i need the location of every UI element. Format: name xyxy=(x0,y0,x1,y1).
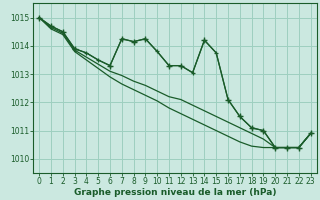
X-axis label: Graphe pression niveau de la mer (hPa): Graphe pression niveau de la mer (hPa) xyxy=(74,188,276,197)
